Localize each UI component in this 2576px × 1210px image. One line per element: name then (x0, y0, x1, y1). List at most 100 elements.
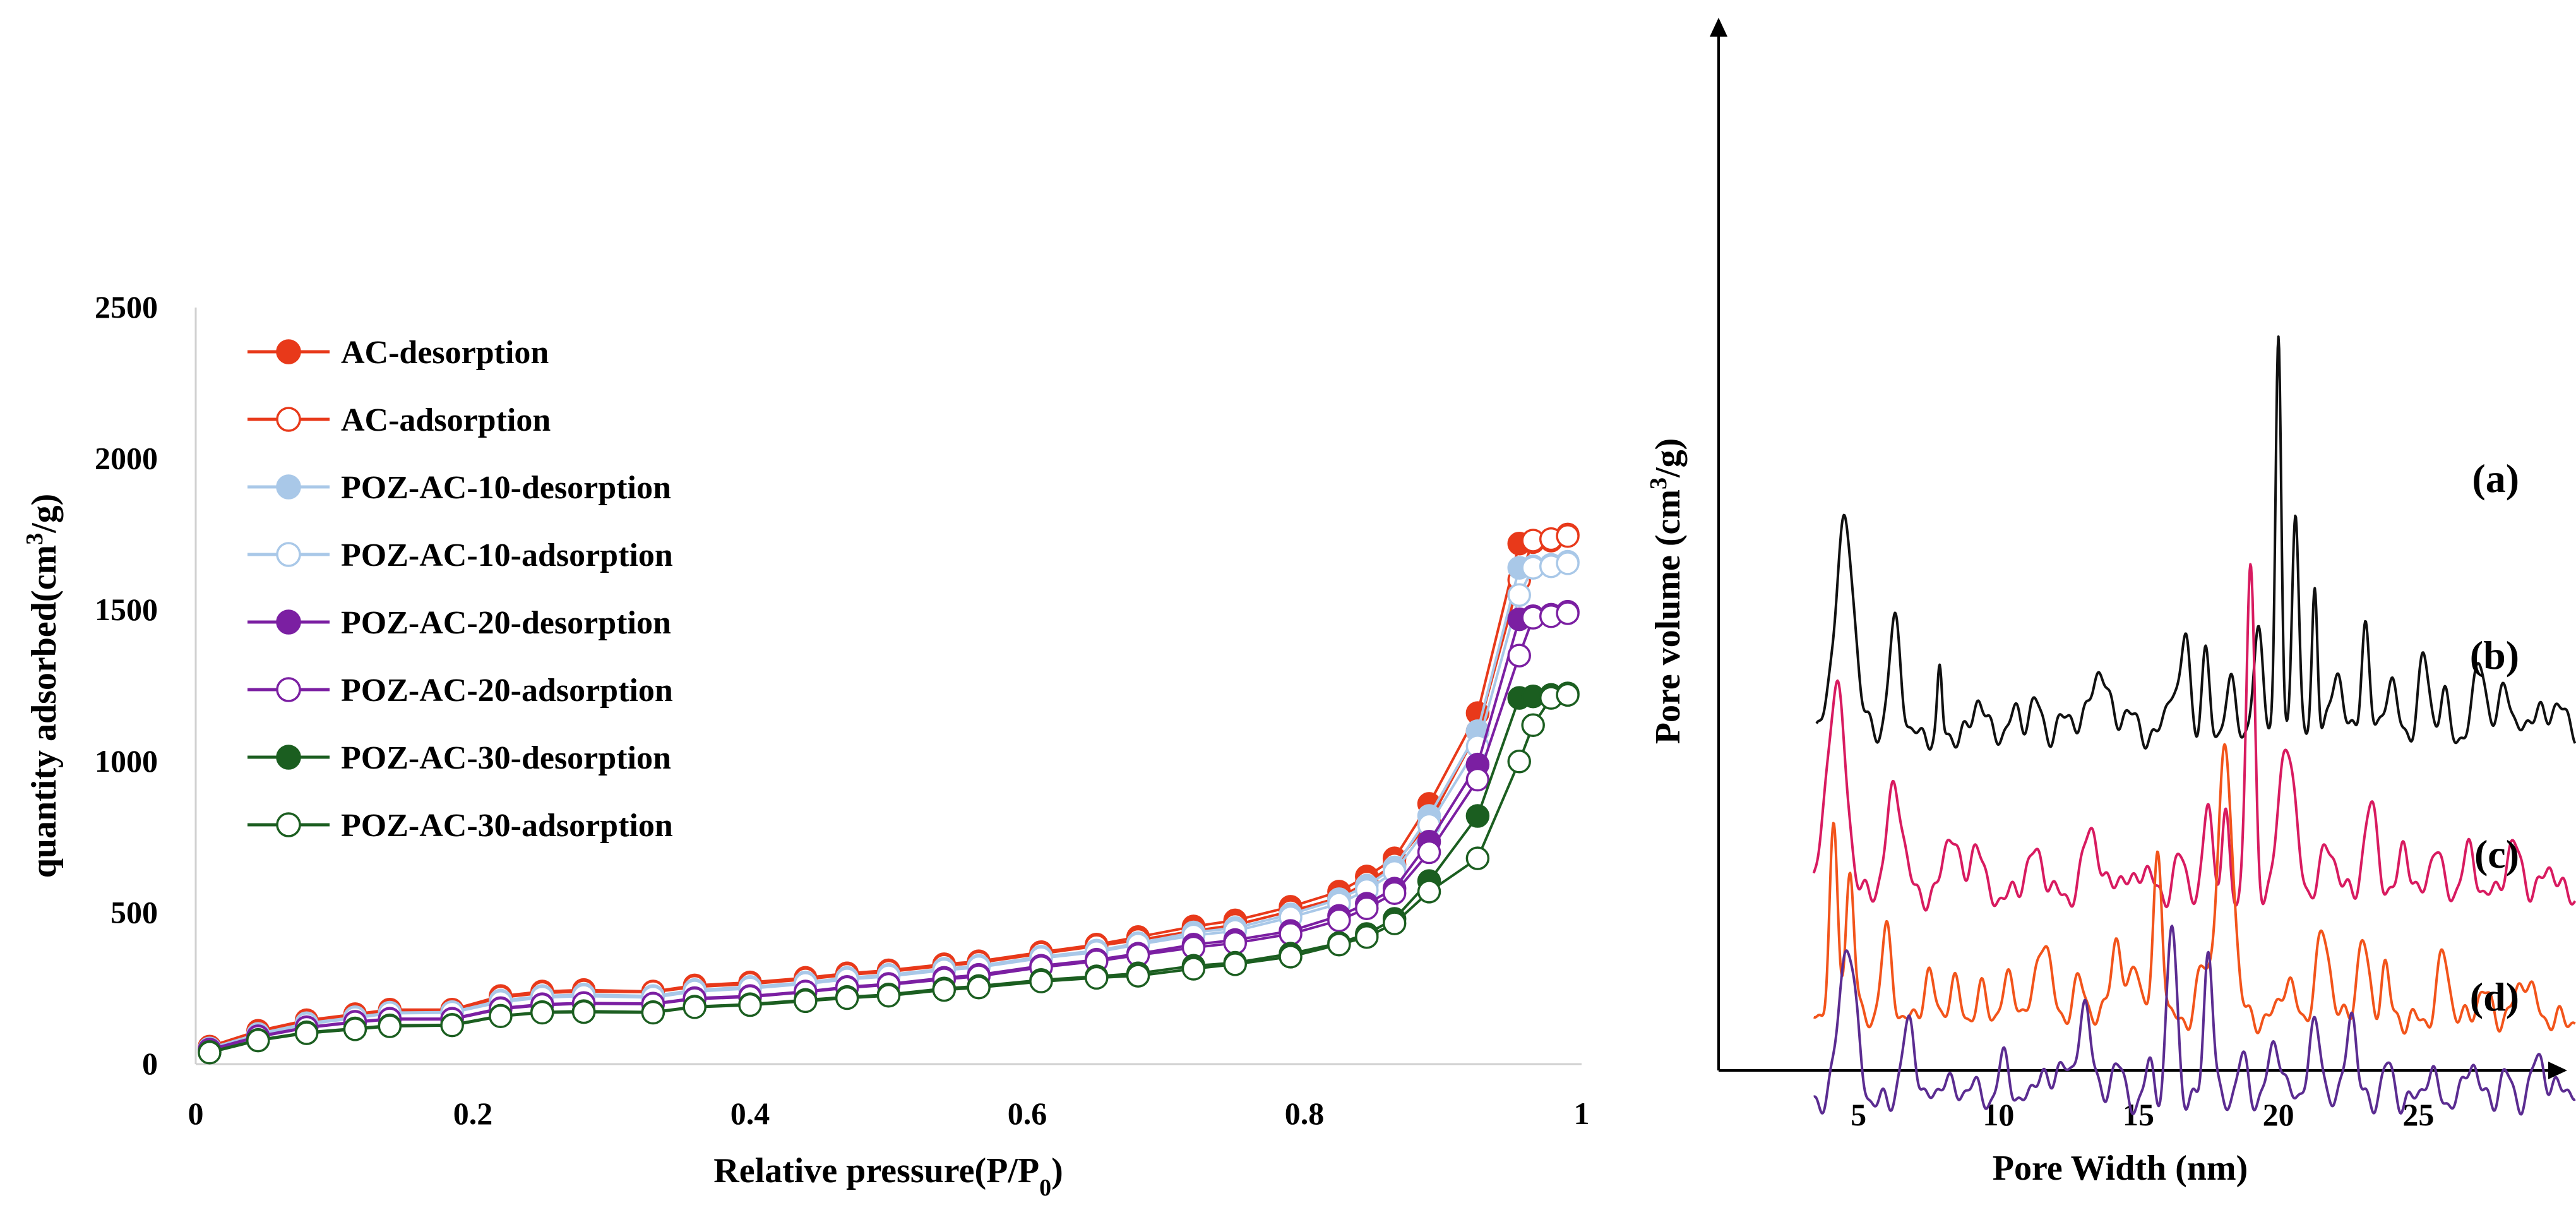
isotherm-data-point (1223, 952, 1247, 976)
isotherm-data-point (1556, 524, 1580, 548)
isotherm-x-tick-label: 0 (188, 1096, 204, 1131)
legend-marker (276, 745, 301, 770)
isotherm-y-tick-label: 500 (110, 894, 158, 930)
isotherm-data-point (1279, 945, 1303, 969)
pore-x-tick-label: 5 (1851, 1097, 1866, 1132)
legend-marker (276, 677, 301, 702)
pore-x-axis-label: Pore Width (nm) (1993, 1149, 2248, 1188)
isotherm-x-tick-label: 0.4 (730, 1096, 770, 1131)
isotherm-data-point (1382, 881, 1407, 906)
pore-series-line (1815, 335, 2576, 751)
legend-label: POZ-AC-30-desorption (341, 740, 671, 776)
pore-series-0: (a) (1815, 335, 2576, 751)
isotherm-data-point (1355, 925, 1379, 949)
isotherm-data-point (1327, 908, 1351, 933)
pore-series-label: (a) (2472, 456, 2519, 501)
pore-x-axis-arrow (2548, 1062, 2567, 1079)
isotherm-data-point (1327, 932, 1351, 957)
legend-entry: AC-adsorption (247, 402, 551, 438)
isotherm-data-point (1126, 964, 1150, 988)
isotherm-y-tick-label: 0 (142, 1046, 158, 1081)
isotherm-data-point (641, 1000, 665, 1025)
isotherm-data-point (1382, 911, 1407, 935)
pore-x-tick-label: 10 (1983, 1097, 2014, 1132)
pore-series-label: (d) (2470, 974, 2519, 1019)
isotherm-data-point (1556, 551, 1580, 575)
isotherm-data-point (1085, 966, 1109, 990)
pore-y-axis-arrow (1710, 18, 1727, 37)
isotherm-data-point (1417, 880, 1441, 904)
legend-entry: POZ-AC-30-desorption (247, 740, 671, 776)
isotherm-data-point (1556, 683, 1580, 707)
legend-label: POZ-AC-20-desorption (341, 605, 671, 641)
isotherm-data-point (1417, 840, 1441, 865)
legend-entry: POZ-AC-10-desorption (247, 470, 671, 506)
pore-series-label: (b) (2470, 633, 2519, 678)
isotherm-data-point (198, 1041, 222, 1065)
isotherm-y-tick-label: 1000 (95, 743, 158, 779)
legend-label: POZ-AC-10-desorption (341, 470, 671, 506)
legend-label: AC-adsorption (341, 402, 551, 438)
isotherm-data-point (294, 1021, 319, 1045)
isotherm-data-point (1556, 601, 1580, 625)
isotherm-data-point (1521, 713, 1545, 738)
isotherm-data-point (530, 1000, 554, 1025)
legend-label: POZ-AC-30-adsorption (341, 808, 673, 844)
legend-entry: POZ-AC-10-adsorption (247, 537, 673, 573)
isotherm-data-point (489, 1004, 513, 1029)
isotherm-data-point (1465, 846, 1490, 870)
pore-series-label: (c) (2474, 832, 2519, 877)
isotherm-data-point (683, 995, 707, 1019)
isotherm-x-tick-label: 0.2 (453, 1096, 493, 1131)
isotherm-data-point (932, 978, 957, 1002)
legend-label: AC-desorption (341, 335, 549, 371)
legend-entry: POZ-AC-20-adsorption (247, 673, 673, 709)
pore-series-line (1813, 743, 2576, 1035)
isotherm-data-point (1181, 957, 1206, 981)
pore-x-tick-label: 20 (2263, 1097, 2294, 1132)
isotherm-chart: 0 500 1000 1500 2000 2500 0 0.2 0.4 0.6 0.8 1 AC-d… (21, 289, 1590, 1201)
isotherm-series-poz-ac-30-adsorption (198, 683, 1580, 1065)
isotherm-data-point (378, 1014, 402, 1038)
isotherm-data-point (1507, 750, 1531, 774)
legend-entry: POZ-AC-20-desorption (247, 605, 671, 641)
isotherm-data-point (1029, 969, 1053, 993)
isotherm-data-point (835, 986, 859, 1010)
legend-label: POZ-AC-10-adsorption (341, 537, 673, 573)
isotherm-data-point (1465, 804, 1490, 828)
isotherm-data-point (1279, 922, 1303, 946)
pore-series-3: (d) (1813, 925, 2576, 1116)
pore-y-axis-label: Pore volume (cm3/g) (1645, 438, 1688, 744)
legend-marker (276, 609, 301, 635)
isotherm-data-point (967, 976, 991, 1000)
legend-entry: AC-desorption (247, 335, 549, 371)
pore-series-1: (b) (1812, 563, 2576, 912)
isotherm-data-point (440, 1013, 464, 1038)
pore-series-line (1813, 925, 2576, 1116)
isotherm-y-tick-label: 1500 (95, 592, 158, 627)
isotherm-data-point (794, 989, 818, 1014)
isotherm-x-axis-label: Relative pressure(P/P0) (713, 1151, 1063, 1201)
isotherm-data-point (246, 1028, 270, 1053)
legend-marker (276, 339, 301, 364)
legend-marker (276, 812, 301, 837)
isotherm-x-tick-label: 0.8 (1285, 1096, 1325, 1131)
isotherm-data-point (1223, 931, 1247, 955)
pore-series-2: (c) (1813, 743, 2576, 1035)
isotherm-data-point (1507, 644, 1531, 668)
pore-series-line (1812, 563, 2576, 912)
isotherm-y-tick-label: 2000 (95, 441, 158, 476)
legend-entry: POZ-AC-30-adsorption (247, 808, 673, 844)
legend-label: POZ-AC-20-adsorption (341, 673, 673, 709)
pore-x-tick-label: 25 (2402, 1097, 2434, 1132)
isotherm-data-point (343, 1017, 367, 1041)
isotherm-data-point (876, 983, 901, 1008)
isotherm-x-tick-label: 1 (1574, 1096, 1590, 1131)
isotherm-data-point (571, 1000, 596, 1024)
isotherm-data-point (1507, 583, 1531, 607)
isotherm-x-tick-label: 0.6 (1008, 1096, 1047, 1131)
legend-marker (276, 542, 301, 567)
isotherm-data-point (1465, 767, 1490, 792)
pore-distribution-chart: 5 10 15 20 25 (a)(b)(c)(d) Pore volume (cm3/… (1645, 18, 2576, 1188)
